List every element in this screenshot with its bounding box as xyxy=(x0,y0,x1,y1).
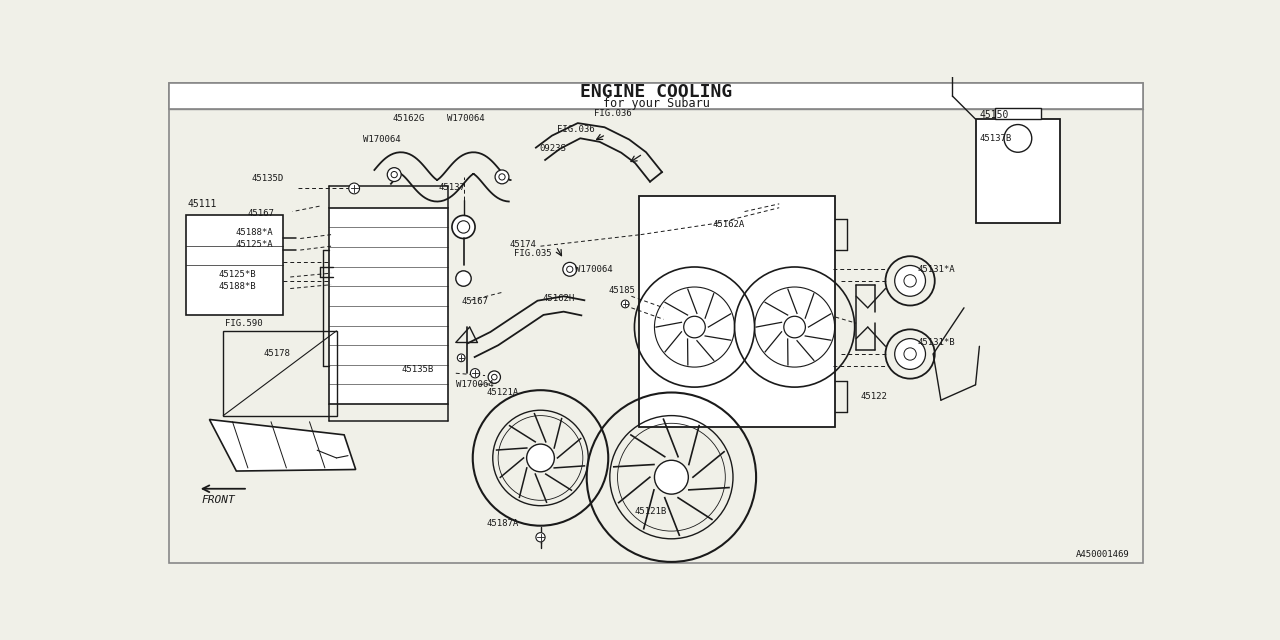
Text: 45167: 45167 xyxy=(462,297,489,306)
Text: 45162G: 45162G xyxy=(393,114,425,123)
Circle shape xyxy=(388,168,401,182)
Text: 45178: 45178 xyxy=(264,349,291,358)
Text: 45125*A: 45125*A xyxy=(236,240,273,249)
Text: FIG.590: FIG.590 xyxy=(225,319,262,328)
Text: FIG.035: FIG.035 xyxy=(513,250,552,259)
Text: 45162A: 45162A xyxy=(712,220,745,229)
Circle shape xyxy=(471,369,480,378)
Text: 45188*A: 45188*A xyxy=(236,228,273,237)
Circle shape xyxy=(536,532,545,542)
Text: 45174: 45174 xyxy=(509,240,536,249)
Text: 45111: 45111 xyxy=(188,199,218,209)
Text: ENGINE COOLING: ENGINE COOLING xyxy=(580,83,732,101)
Circle shape xyxy=(783,316,805,338)
Text: FRONT: FRONT xyxy=(202,495,236,506)
Text: 45131*B: 45131*B xyxy=(918,338,955,347)
Circle shape xyxy=(904,348,916,360)
Text: FIG.036: FIG.036 xyxy=(558,125,595,134)
Bar xyxy=(169,83,1143,109)
Circle shape xyxy=(488,371,500,383)
Circle shape xyxy=(1004,125,1032,152)
Bar xyxy=(187,216,283,316)
Circle shape xyxy=(567,266,573,273)
Circle shape xyxy=(495,170,509,184)
Circle shape xyxy=(526,444,554,472)
Bar xyxy=(995,108,1041,119)
Text: W170064: W170064 xyxy=(456,380,493,389)
Text: for your Subaru: for your Subaru xyxy=(603,97,709,110)
Text: 45162H: 45162H xyxy=(541,294,575,303)
Text: 45122: 45122 xyxy=(860,392,887,401)
Text: 45121A: 45121A xyxy=(486,388,518,397)
Circle shape xyxy=(895,339,925,369)
Text: 45185: 45185 xyxy=(608,286,635,295)
Circle shape xyxy=(457,354,465,362)
Text: W170064: W170064 xyxy=(575,265,613,274)
Text: 45137: 45137 xyxy=(439,183,466,192)
Circle shape xyxy=(621,300,628,308)
Bar xyxy=(639,196,836,427)
Circle shape xyxy=(684,316,705,338)
Text: 45135D: 45135D xyxy=(252,174,284,183)
Text: 45121B: 45121B xyxy=(635,508,667,516)
Text: 45167: 45167 xyxy=(248,209,275,218)
Text: 45187A: 45187A xyxy=(486,519,518,528)
Circle shape xyxy=(895,266,925,296)
Bar xyxy=(223,331,337,415)
Text: 45150: 45150 xyxy=(979,110,1009,120)
Polygon shape xyxy=(210,419,356,471)
Bar xyxy=(975,119,1060,223)
Text: W170064: W170064 xyxy=(364,136,401,145)
Circle shape xyxy=(392,172,397,178)
Text: 45188*B: 45188*B xyxy=(219,282,256,291)
Circle shape xyxy=(492,374,497,380)
Bar xyxy=(329,208,448,404)
Text: 45137B: 45137B xyxy=(979,134,1011,143)
Circle shape xyxy=(456,271,471,286)
Circle shape xyxy=(457,221,470,233)
Text: A450001469: A450001469 xyxy=(1075,550,1129,559)
Circle shape xyxy=(904,275,916,287)
Text: 0923S: 0923S xyxy=(539,144,566,153)
Circle shape xyxy=(452,216,475,239)
Text: 45135B: 45135B xyxy=(402,365,434,374)
Text: W170064: W170064 xyxy=(447,114,484,123)
Circle shape xyxy=(654,460,689,494)
Text: 45125*B: 45125*B xyxy=(219,270,256,279)
Text: FIG.036: FIG.036 xyxy=(594,109,632,118)
Circle shape xyxy=(348,183,360,194)
Circle shape xyxy=(499,174,506,180)
Text: 45131*A: 45131*A xyxy=(918,265,955,274)
Circle shape xyxy=(563,262,577,276)
